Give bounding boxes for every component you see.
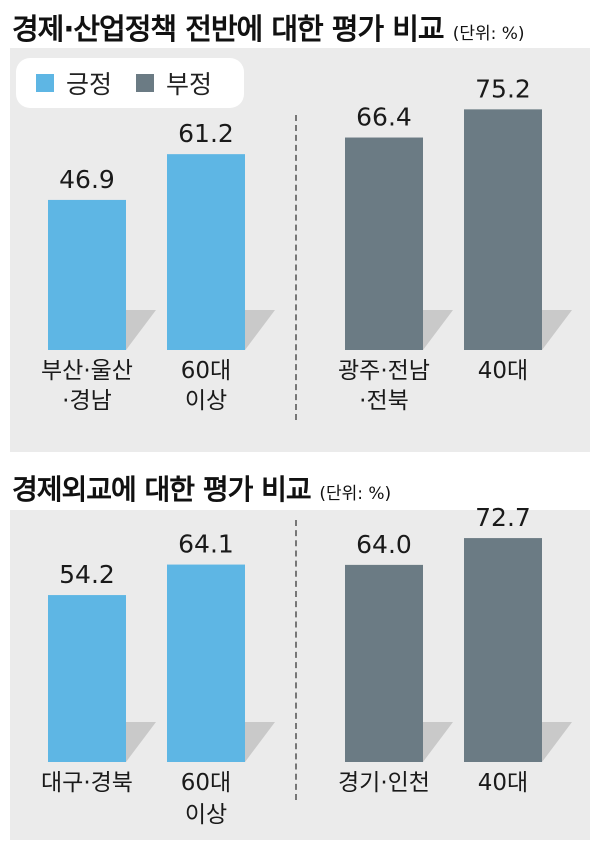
- chart-2-bar-2: [167, 564, 245, 762]
- legend-swatch-positive: [36, 74, 54, 92]
- legend: 긍정 부정: [16, 58, 244, 108]
- chart-1-bar-4: [464, 109, 542, 350]
- chart-1-category-label-2: 60대 이상: [181, 358, 231, 414]
- chart-1-unit: (단위: %): [452, 24, 525, 44]
- chart-1-value-label-3: 66.4: [356, 103, 412, 132]
- chart-2-bar-3: [345, 564, 423, 762]
- chart-2-value-label-3: 64.0: [356, 530, 412, 559]
- chart-1-divider: [295, 115, 297, 420]
- chart-1-value-label-4: 75.2: [475, 74, 531, 103]
- chart-1-bar-3-shadow: [423, 310, 453, 350]
- chart-2-bar-3-shadow: [423, 722, 453, 762]
- chart-1-category-label-4: 40대: [478, 358, 528, 384]
- chart-2-bar-1-shadow: [126, 722, 156, 762]
- chart-2-unit: (단위: %): [319, 484, 392, 504]
- chart-1-category-label-1: 부산·울산 ·경남: [41, 358, 133, 414]
- legend-swatch-negative: [136, 74, 155, 92]
- chart-2-category-label-2: 60대 이상: [181, 770, 231, 828]
- legend-item-negative: 부정: [136, 65, 212, 101]
- chart-1-value-label-2: 61.2: [178, 119, 234, 148]
- chart-2-title-text: 경제외교에 대한 평가 비교: [12, 473, 312, 506]
- chart-2-bar-1: [48, 595, 126, 762]
- chart-2-bar-4-shadow: [542, 722, 572, 762]
- chart-1-value-label-1: 46.9: [59, 165, 115, 194]
- chart-2-title: 경제외교에 대한 평가 비교 (단위: %): [12, 468, 391, 508]
- chart-2-value-label-2: 64.1: [178, 530, 234, 559]
- chart-2-category-label-3: 경기·인천: [338, 770, 430, 796]
- legend-item-positive: 긍정: [36, 65, 112, 101]
- chart-2-bar-4: [464, 538, 542, 762]
- chart-1-bar-3: [345, 137, 423, 350]
- legend-label-positive: 긍정: [66, 70, 113, 99]
- chart-2-bar-2-shadow: [245, 722, 275, 762]
- chart-1-title-text: 경제·산업정책 전반에 대한 평가 비교: [12, 12, 445, 46]
- chart-2-category-label-4: 40대: [478, 770, 528, 796]
- chart-1-bar-2: [167, 154, 245, 350]
- chart-1-bar-1-shadow: [126, 310, 156, 350]
- legend-label-negative: 부정: [166, 70, 213, 99]
- chart-1-category-label-3: 광주·전남 ·전북: [338, 358, 430, 414]
- chart-2-category-label-1: 대구·경북: [41, 770, 133, 796]
- chart-2-value-label-4: 72.7: [475, 503, 531, 532]
- chart-1-bar-1: [48, 199, 126, 350]
- chart-2-value-label-1: 54.2: [59, 560, 115, 589]
- chart-1-bar-4-shadow: [542, 310, 572, 350]
- chart-1-bar-2-shadow: [245, 310, 275, 350]
- chart-1-title: 경제·산업정책 전반에 대한 평가 비교 (단위: %): [12, 6, 525, 48]
- chart-2-divider: [295, 520, 297, 800]
